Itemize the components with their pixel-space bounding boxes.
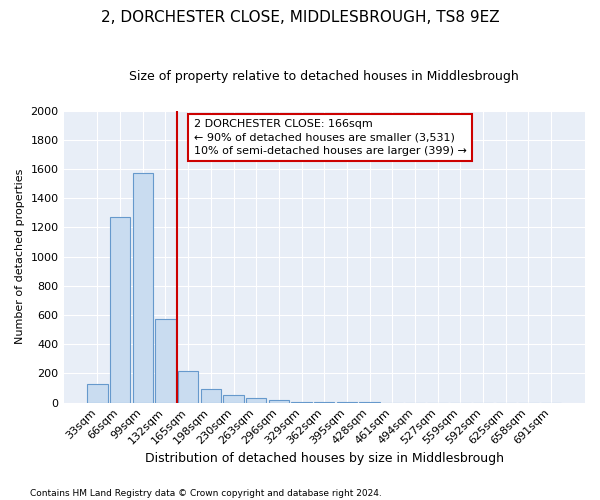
Title: Size of property relative to detached houses in Middlesbrough: Size of property relative to detached ho… [130,70,519,83]
Y-axis label: Number of detached properties: Number of detached properties [15,169,25,344]
Bar [223,396,244,402]
Bar [178,371,199,402]
Bar [246,398,266,402]
X-axis label: Distribution of detached houses by size in Middlesbrough: Distribution of detached houses by size … [145,452,504,465]
Bar [269,400,289,402]
Text: Contains HM Land Registry data © Crown copyright and database right 2024.: Contains HM Land Registry data © Crown c… [30,488,382,498]
Bar [110,217,130,402]
Bar [133,174,153,402]
Bar [200,388,221,402]
Bar [155,318,176,402]
Text: 2, DORCHESTER CLOSE, MIDDLESBROUGH, TS8 9EZ: 2, DORCHESTER CLOSE, MIDDLESBROUGH, TS8 … [101,10,499,25]
Bar [87,384,107,402]
Text: 2 DORCHESTER CLOSE: 166sqm
← 90% of detached houses are smaller (3,531)
10% of s: 2 DORCHESTER CLOSE: 166sqm ← 90% of deta… [194,120,467,156]
